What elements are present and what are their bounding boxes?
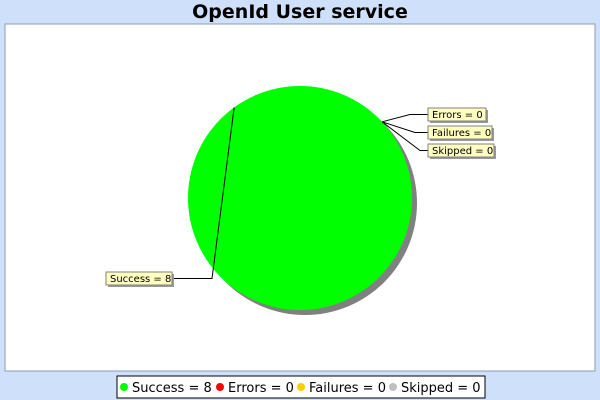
leader-line-success [172, 107, 235, 279]
chart-title: OpenId User service [192, 1, 408, 23]
slice-label-layer: Success = 8 Errors = 0 Failures = 0 Skipped… [105, 107, 496, 287]
pie-slice-success [188, 86, 412, 310]
legend-marker-skipped [389, 383, 397, 391]
legend-items: Success = 8 Errors = 0 Failures = 0 Skipped… [120, 381, 481, 396]
slice-label-box [427, 107, 487, 122]
legend: Success = 8 Errors = 0 Failures = 0 Skipped… [116, 375, 486, 399]
legend-marker-failures [297, 383, 305, 391]
slice-label-box [427, 125, 493, 140]
legend-label-errors: Errors = 0 [228, 381, 294, 396]
leader-line-errors [381, 114, 428, 123]
slice-label-failures: Failures = 0 [432, 128, 491, 139]
legend-marker-success [120, 383, 128, 391]
legend-marker-errors [216, 383, 224, 391]
pie-layer [188, 86, 417, 315]
slice-label-box [427, 143, 495, 158]
leader-line-failures [381, 121, 428, 133]
legend-label-skipped: Skipped = 0 [401, 381, 481, 396]
slice-label-errors: Errors = 0 [432, 110, 483, 121]
slice-label-success: Success = 8 [110, 274, 171, 285]
legend-label-failures: Failures = 0 [309, 381, 386, 396]
leader-line-skipped [381, 121, 428, 151]
slice-label-box [105, 271, 173, 286]
slice-label-skipped: Skipped = 0 [432, 146, 493, 157]
legend-label-success: Success = 8 [132, 381, 212, 396]
